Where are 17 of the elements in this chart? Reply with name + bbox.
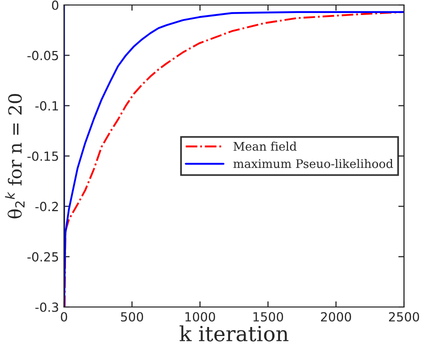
y-tick-label: -0.3 bbox=[35, 302, 58, 312]
y-tick-label: -0.25 bbox=[27, 252, 58, 262]
x-tick-label: 1500 bbox=[253, 312, 284, 322]
y-tick-label: -0.05 bbox=[27, 50, 58, 60]
x-tick-label: 0 bbox=[60, 312, 68, 322]
x-axis-title: k iteration bbox=[180, 325, 288, 342]
legend-label: maximum Pseuo-likelihood bbox=[233, 158, 394, 168]
x-tick-label: 1000 bbox=[185, 312, 216, 322]
y-tick-label: -0.15 bbox=[27, 151, 58, 161]
x-tick-label: 500 bbox=[121, 312, 144, 322]
legend-label: Mean field bbox=[234, 142, 297, 151]
x-tick-label: 2500 bbox=[389, 312, 420, 322]
y-tick-label: -0.2 bbox=[35, 202, 58, 212]
y-tick-label: 0 bbox=[52, 0, 58, 10]
y-axis-title: θ$_{2}$$^{k}$ for n = 20 bbox=[5, 94, 25, 218]
y-tick-label: -0.1 bbox=[35, 101, 58, 111]
x-tick-label: 2000 bbox=[321, 312, 352, 322]
